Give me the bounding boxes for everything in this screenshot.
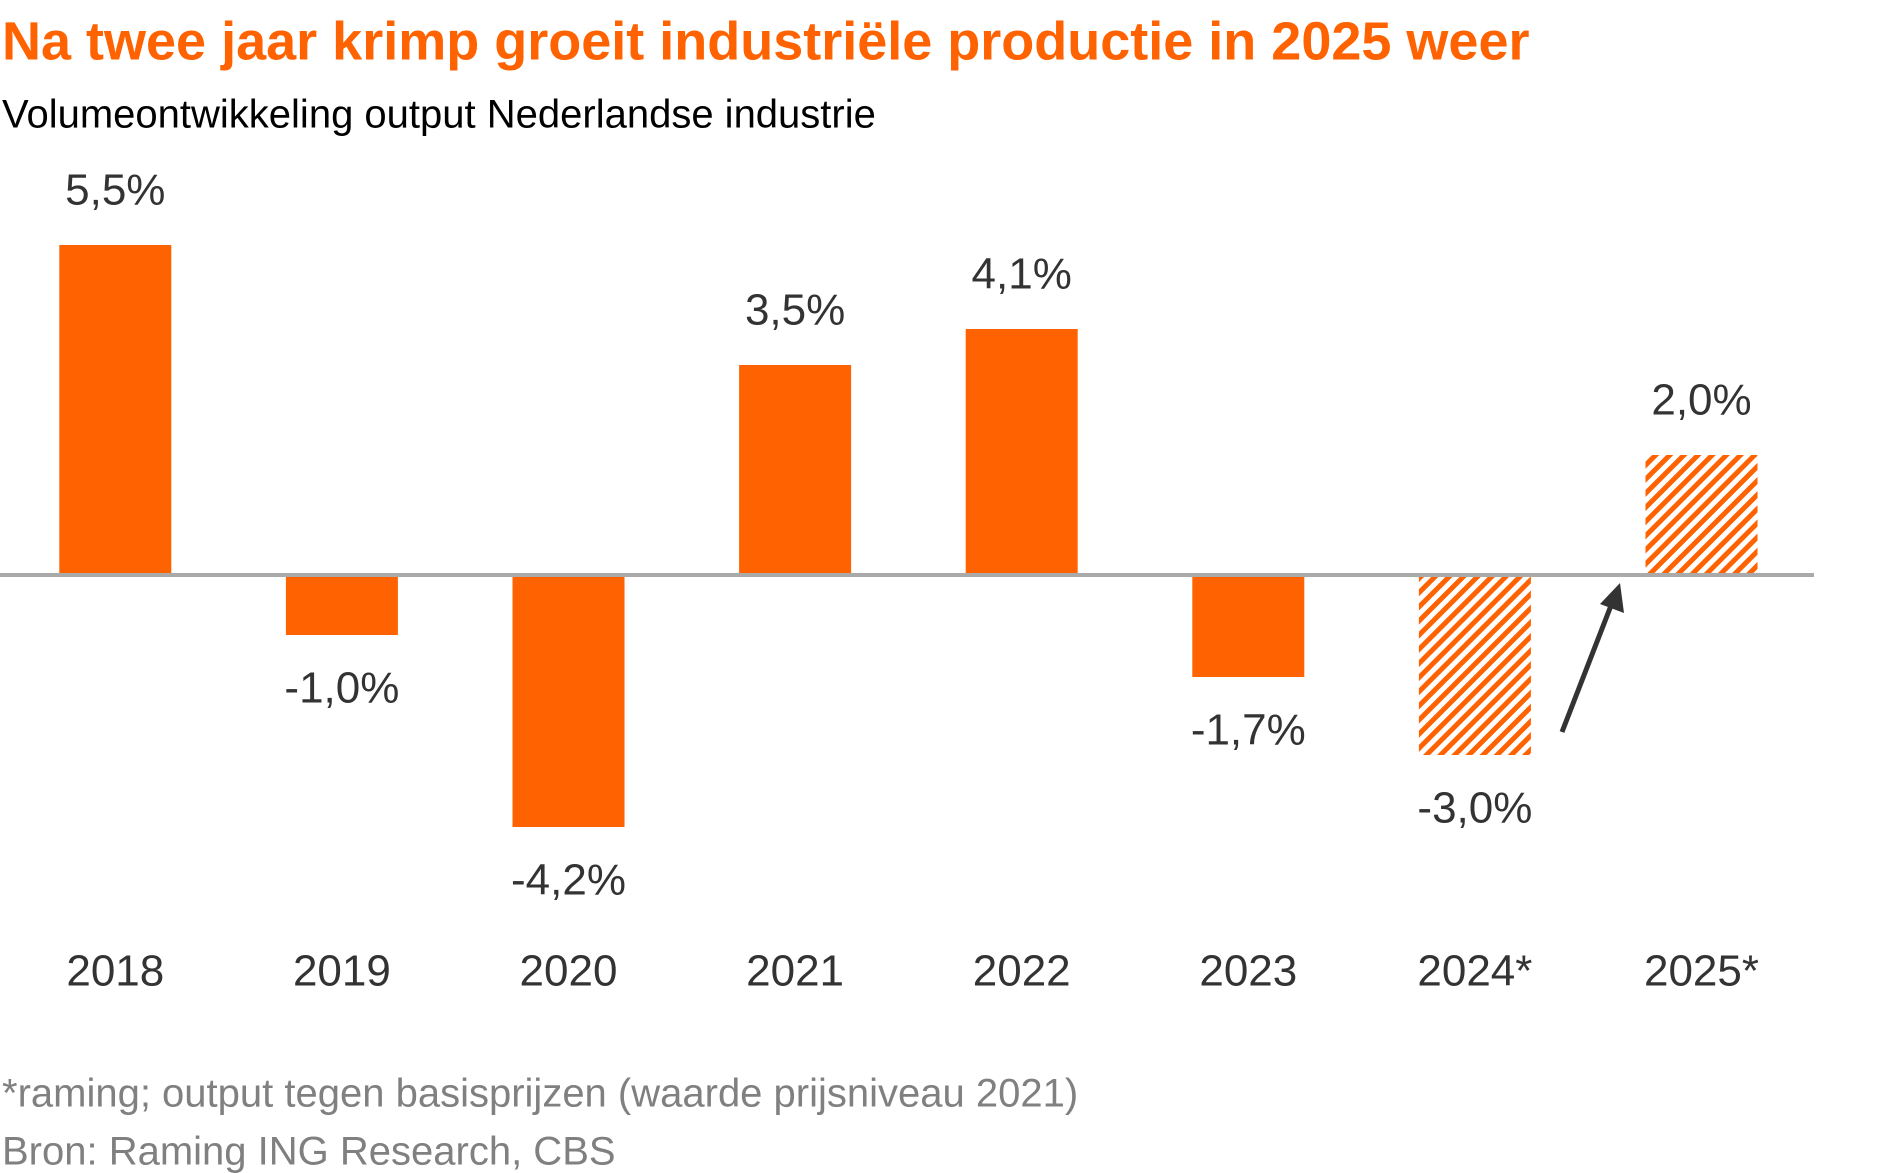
- x-tick-label: 2019: [293, 947, 391, 996]
- bar: [1418, 575, 1531, 755]
- value-label: 3,5%: [745, 286, 845, 335]
- bar: [1192, 575, 1305, 677]
- value-label: -1,0%: [284, 664, 399, 713]
- value-label: -3,0%: [1417, 784, 1532, 833]
- value-label: 4,1%: [972, 250, 1072, 299]
- x-tick-label: 2022: [973, 947, 1071, 996]
- chart-subtitle: Volumeontwikkeling output Nederlandse in…: [2, 93, 876, 137]
- x-tick-label: 2021: [746, 947, 844, 996]
- value-label: 2,0%: [1651, 376, 1751, 425]
- value-label: 5,5%: [65, 166, 165, 215]
- plot: 2018 5,5% 2019 -1,0% 2020 -4,2% 2021 3,5% 2022 4,…: [59, 166, 1759, 996]
- x-tick-label: 2020: [520, 947, 618, 996]
- chart-title: Na twee jaar krimp groeit industriële pr…: [2, 11, 1530, 71]
- x-tick-label: 2018: [66, 947, 164, 996]
- source: Bron: Raming ING Research, CBS: [2, 1130, 616, 1173]
- bar: [285, 575, 398, 635]
- value-label: -4,2%: [511, 856, 626, 905]
- bar: [1645, 455, 1758, 575]
- x-tick-label: 2024*: [1417, 947, 1532, 996]
- bar: [965, 329, 1078, 575]
- arrow: [1559, 583, 1624, 733]
- x-tick-label: 2023: [1199, 947, 1297, 996]
- bar: [512, 575, 625, 827]
- footnote: *raming; output tegen basisprijzen (waar…: [2, 1072, 1078, 1116]
- value-label: -1,7%: [1191, 706, 1306, 755]
- x-tick-label: 2025*: [1644, 947, 1759, 996]
- bar: [59, 245, 172, 575]
- bar: [739, 365, 852, 575]
